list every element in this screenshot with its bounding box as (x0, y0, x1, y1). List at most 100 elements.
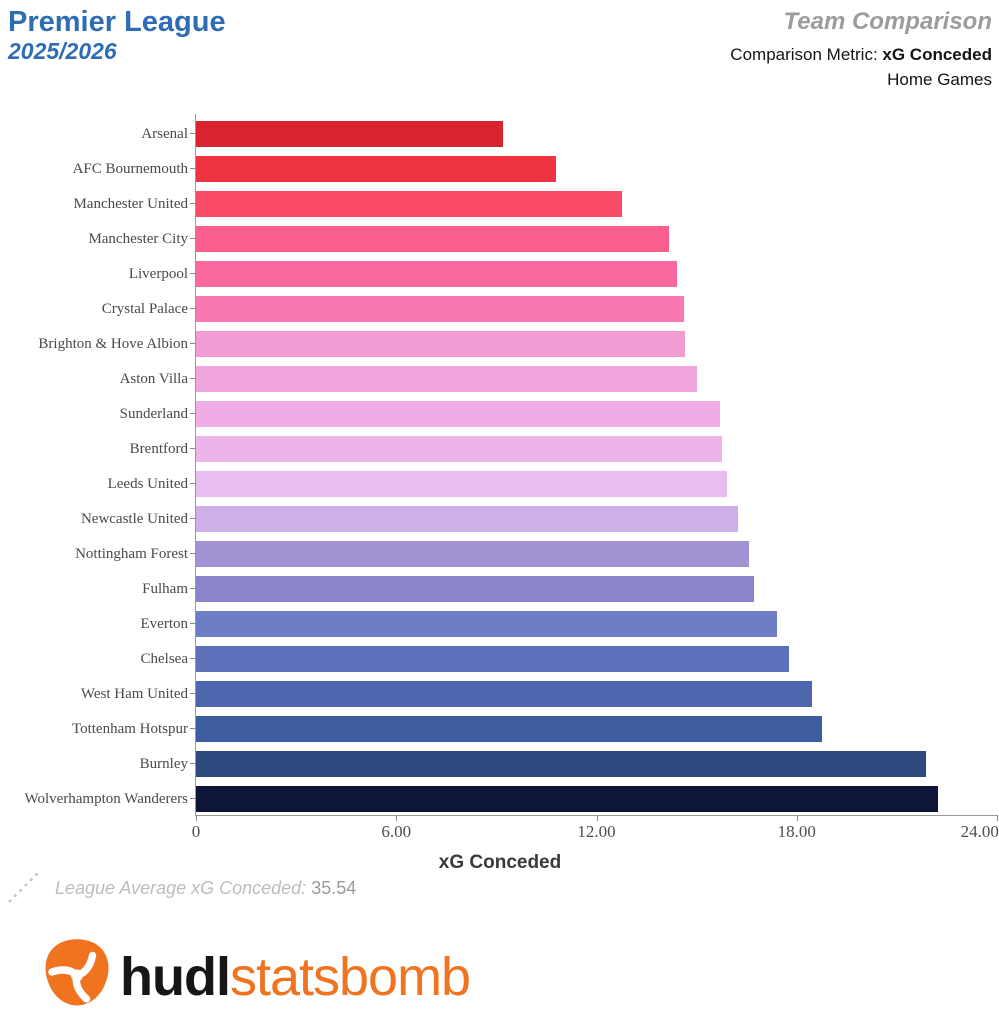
x-axis-title: xG Conceded (438, 852, 562, 873)
y-tick-mark (190, 693, 196, 694)
y-tick-mark (190, 448, 196, 449)
y-tick-mark (190, 483, 196, 484)
x-tick-label: 0 (191, 822, 201, 841)
x-tick-mark (396, 815, 398, 821)
y-tick-mark (190, 588, 196, 589)
header-right: Team Comparison Comparison Metric: xG Co… (730, 8, 992, 90)
x-tick-mark (796, 815, 798, 821)
team-row: Crystal Palace (0, 296, 999, 322)
xg-conceded-bar (196, 471, 727, 497)
league-average-label: League Average xG Conceded: (55, 878, 312, 898)
team-label: Manchester City (88, 230, 188, 247)
team-row: Brentford (0, 436, 999, 462)
team-row: Wolverhampton Wanderers (0, 786, 999, 812)
y-tick-mark (190, 133, 196, 134)
y-tick-mark (190, 273, 196, 274)
y-tick-mark (190, 553, 196, 554)
xg-conceded-bar (196, 226, 670, 252)
team-label: Crystal Palace (101, 300, 188, 317)
team-label: Everton (140, 615, 188, 632)
team-row: Everton (0, 611, 999, 637)
xg-conceded-bar (196, 541, 750, 567)
xg-conceded-bar (196, 751, 926, 777)
x-tick-label: 6.00 (381, 822, 412, 841)
season-subtitle: 2025/2026 (8, 38, 117, 64)
team-label: Liverpool (128, 265, 188, 282)
xg-conceded-bar (196, 191, 622, 217)
team-label: West Ham United (80, 685, 188, 702)
xg-conceded-bar (196, 681, 813, 707)
team-label: Arsenal (141, 125, 188, 142)
x-tick-label: 24.00 (960, 822, 999, 841)
team-label: Fulham (142, 580, 188, 597)
y-tick-mark (190, 518, 196, 519)
hudl-wordmark: hudl (120, 946, 231, 1007)
games-filter-label: Home Games (887, 70, 992, 89)
x-tick-label: 18.00 (777, 822, 816, 841)
xg-conceded-bar (196, 611, 777, 637)
y-tick-mark (190, 203, 196, 204)
team-label: Newcastle United (80, 510, 188, 527)
team-label: Manchester United (73, 195, 188, 212)
team-row: Brighton & Hove Albion (0, 331, 999, 357)
team-label: Sunderland (119, 405, 188, 422)
team-row: West Ham United (0, 681, 999, 707)
xg-conceded-bar (196, 331, 686, 357)
hudl-statsbomb-logo: hudl statsbomb (40, 936, 471, 1017)
x-axis-line (195, 815, 997, 816)
y-tick-mark (190, 763, 196, 764)
y-tick-mark (190, 308, 196, 309)
xg-conceded-bar (196, 436, 722, 462)
x-tick-mark (596, 815, 598, 821)
bar-chart: Arsenal AFC Bournemouth Manchester United M… (0, 114, 999, 873)
team-row: Fulham (0, 576, 999, 602)
statsbomb-wordmark: statsbomb (229, 946, 471, 1007)
x-tick-mark (997, 815, 998, 821)
xg-conceded-bar (196, 366, 697, 392)
report-type-title: Team Comparison (783, 8, 993, 35)
team-row: Burnley (0, 751, 999, 777)
xg-conceded-bar (196, 401, 720, 427)
comparison-metric-label: Comparison Metric: (730, 45, 883, 64)
xg-conceded-bar (196, 716, 823, 742)
team-row: Tottenham Hotspur (0, 716, 999, 742)
x-tick-label: 12.00 (577, 822, 616, 841)
team-row: Manchester City (0, 226, 999, 252)
y-tick-mark (190, 623, 196, 624)
team-label: Brighton & Hove Albion (38, 335, 188, 352)
team-row: Manchester United (0, 191, 999, 217)
y-axis-line (195, 114, 196, 815)
xg-conceded-bar (196, 506, 738, 532)
team-label: Leeds United (107, 475, 188, 492)
team-row: Liverpool (0, 261, 999, 287)
team-row: Aston Villa (0, 366, 999, 392)
team-label: AFC Bournemouth (72, 160, 188, 177)
team-label: Brentford (129, 440, 188, 457)
team-label: Wolverhampton Wanderers (24, 790, 188, 807)
y-tick-mark (190, 728, 196, 729)
x-tick-mark (196, 815, 197, 821)
y-tick-mark (190, 378, 196, 379)
team-label: Burnley (139, 755, 188, 772)
xg-conceded-bar (196, 646, 790, 672)
xg-conceded-bar (196, 296, 684, 322)
team-row: AFC Bournemouth (0, 156, 999, 182)
xg-conceded-bar (196, 156, 557, 182)
team-row: Leeds United (0, 471, 999, 497)
y-tick-mark (190, 168, 196, 169)
team-label: Tottenham Hotspur (71, 720, 188, 737)
team-row: Sunderland (0, 401, 999, 427)
y-tick-mark (190, 798, 196, 799)
y-tick-mark (190, 343, 196, 344)
team-label: Aston Villa (119, 370, 188, 387)
team-row: Chelsea (0, 646, 999, 672)
y-tick-mark (190, 658, 196, 659)
league-average-note: League Average xG Conceded: 35.54 (55, 878, 356, 899)
xg-conceded-bar (196, 121, 504, 147)
league-average-value: 35.54 (311, 878, 357, 898)
team-row: Arsenal (0, 121, 999, 147)
team-row: Nottingham Forest (0, 541, 999, 567)
team-label: Chelsea (140, 650, 188, 667)
hudl-ball-icon (40, 936, 114, 1017)
